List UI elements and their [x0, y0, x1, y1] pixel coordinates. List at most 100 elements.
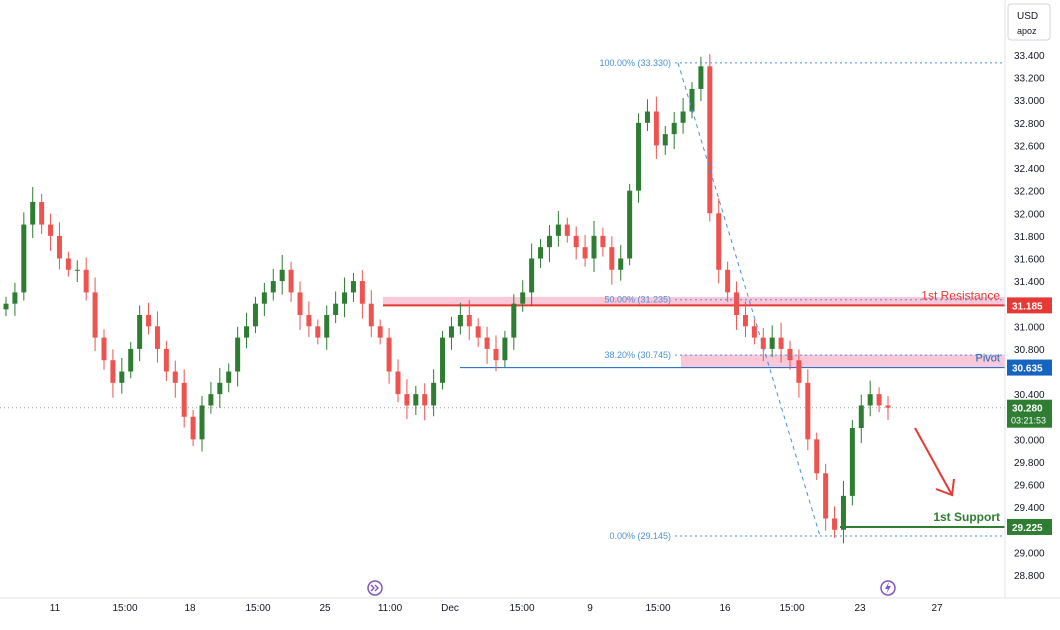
candle-body: [760, 337, 766, 349]
candle-body: [858, 405, 864, 429]
candle-body: [751, 326, 757, 338]
candle-body: [627, 190, 633, 259]
candle-body: [350, 281, 356, 293]
candle-body: [163, 348, 169, 372]
candle-body: [716, 213, 722, 270]
y-tick-label: 33.400: [1014, 51, 1045, 62]
candle-body: [359, 281, 365, 304]
candle-body: [128, 348, 134, 372]
candle-body: [252, 303, 258, 327]
lightning-icon[interactable]: [880, 580, 896, 596]
candle-body: [653, 111, 659, 146]
candle-body: [324, 315, 330, 338]
candle-body: [849, 428, 855, 496]
support-price-tag: [1007, 518, 1052, 535]
candle-body: [680, 111, 686, 123]
x-tick-label: 18: [184, 603, 196, 614]
pivot-label: Pivot: [976, 353, 1000, 365]
currency-box[interactable]: [1007, 3, 1051, 41]
candle-body: [440, 337, 446, 383]
candle-body: [725, 269, 731, 293]
candle-body: [582, 247, 588, 259]
resistance-price-tag-label: 31.185: [1012, 301, 1043, 312]
candle-body: [466, 315, 472, 327]
candle-body: [297, 292, 303, 315]
x-tick-label: 15:00: [779, 603, 804, 614]
y-tick-label: 30.800: [1014, 345, 1045, 356]
candle-body: [226, 371, 232, 383]
y-tick-label: 28.800: [1014, 571, 1045, 582]
candle-body: [609, 247, 615, 270]
x-tick-label: 15:00: [509, 603, 534, 614]
candle-body: [404, 394, 410, 406]
x-tick-label: 23: [854, 603, 866, 614]
y-tick-label: 32.200: [1014, 187, 1045, 198]
candle-body: [618, 258, 624, 270]
candle-body: [814, 439, 820, 474]
candle-body: [288, 269, 294, 293]
y-tick-label: 33.000: [1014, 96, 1045, 107]
candle-body: [805, 382, 811, 440]
y-tick-label: 30.400: [1014, 390, 1045, 401]
candle-body: [279, 269, 285, 282]
candle-body: [475, 326, 481, 338]
candle-body: [270, 281, 276, 293]
candle-body: [689, 88, 695, 112]
candle-body: [876, 394, 882, 406]
candle-body: [137, 315, 143, 349]
fib-level-label: 38.20% (30.745): [604, 350, 671, 360]
candle-body: [190, 416, 196, 440]
candle-body: [119, 371, 125, 383]
candle-body: [511, 303, 517, 338]
candle-body: [377, 326, 383, 338]
candle-body: [493, 348, 499, 361]
fib-level-label: 0.00% (29.145): [609, 531, 671, 541]
candle-body: [395, 371, 401, 395]
candle-body: [413, 394, 419, 406]
candle-body: [83, 269, 89, 293]
candle-body: [172, 371, 178, 383]
y-tick-label: 31.400: [1014, 277, 1045, 288]
candle-body: [636, 122, 642, 191]
candle-body: [368, 303, 374, 327]
candle-body: [315, 326, 321, 338]
currency-label: USD: [1017, 11, 1038, 22]
pivot-price-tag: [1007, 359, 1052, 376]
candle-body: [671, 122, 677, 135]
pivot-zone: [681, 354, 1005, 368]
x-tick-label: 15:00: [245, 603, 270, 614]
y-tick-label: 32.800: [1014, 119, 1045, 130]
candle-body: [742, 315, 748, 327]
resistance-label: 1st Resistance: [921, 288, 1000, 302]
candle-body: [662, 134, 668, 146]
candle-body: [840, 495, 846, 530]
x-tick-label: 11:00: [378, 603, 403, 614]
candle-body: [92, 292, 98, 338]
candle-body: [796, 360, 802, 383]
candle-body: [457, 315, 463, 327]
price-mode-label: apoz: [1017, 26, 1037, 36]
candle-body: [110, 360, 116, 383]
y-tick-label: 29.600: [1014, 481, 1045, 492]
replay-icon[interactable]: [367, 580, 383, 596]
fib-level-label: 100.00% (33.330): [599, 58, 671, 68]
candle-body: [520, 292, 526, 304]
candle-body: [431, 382, 437, 406]
candle-body: [422, 394, 428, 406]
resistance-zone: [383, 296, 1005, 306]
candle-body: [30, 201, 36, 225]
candle-body: [707, 66, 713, 214]
candle-body: [546, 235, 552, 248]
support-price-tag-label: 29.225: [1012, 523, 1043, 534]
candle-body: [832, 518, 838, 530]
candle-body: [564, 224, 570, 236]
candle-body: [208, 394, 214, 406]
candle-body: [502, 337, 508, 361]
y-tick-label: 29.400: [1014, 503, 1045, 514]
x-tick-label: Dec: [441, 603, 459, 614]
candle-body: [48, 224, 54, 236]
candle-body: [261, 292, 267, 304]
candle-body: [333, 303, 339, 315]
